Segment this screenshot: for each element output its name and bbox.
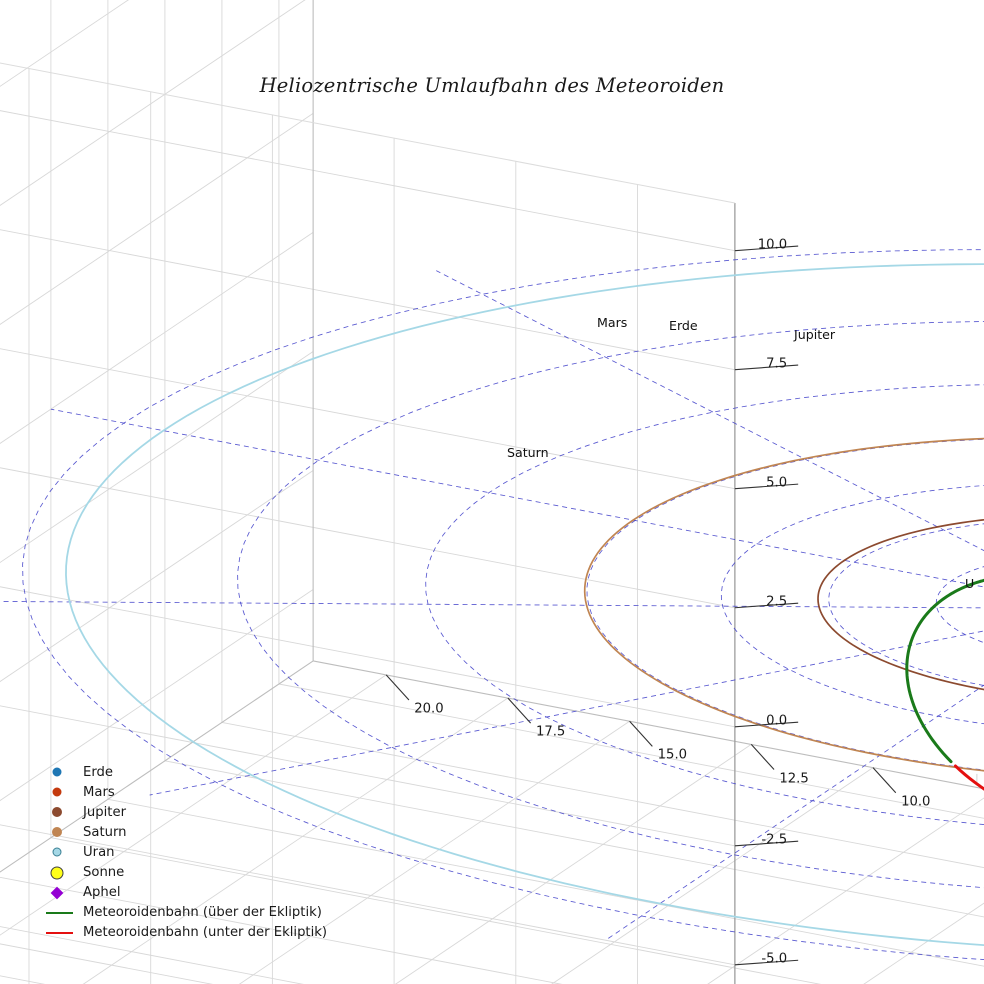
legend-marker-dot — [52, 767, 62, 777]
legend-key-circle — [45, 762, 81, 782]
meteoroid-below-ecliptic — [953, 764, 984, 791]
legend-key-circle — [45, 802, 81, 822]
legend-label: Sonne — [83, 865, 125, 881]
z-tick-2: 5.0 — [766, 475, 788, 491]
legend-key-circle — [45, 842, 81, 862]
y-tick-2: 10.0 — [901, 794, 931, 810]
label-erde: Erde — [669, 318, 698, 333]
legend-key-circle — [45, 822, 81, 842]
legend-key-circle — [45, 782, 81, 802]
legend-key-diamond — [45, 883, 81, 903]
page-title: Heliozentrische Umlaufbahn des Meteoroid… — [259, 74, 725, 97]
z-tick-3: 2.5 — [766, 594, 788, 610]
legend-label: Mars — [83, 784, 115, 800]
legend-marker-dot — [52, 787, 62, 797]
label-saturn: Saturn — [507, 445, 549, 460]
legend-item-aphel: Aphel — [45, 883, 345, 903]
label-jupiter: Jupiter — [794, 327, 836, 342]
legend-marker-diamond — [50, 886, 64, 899]
z-tick-0: 10.0 — [757, 237, 788, 253]
label-mars: Mars — [597, 315, 628, 330]
legend-label: Meteoroidenbahn (über der Ekliptik) — [83, 905, 322, 921]
legend-marker-dot — [52, 807, 62, 818]
legend-item-meteoroidenbahn-ber-der-ekliptik: Meteoroidenbahn (über der Ekliptik) — [45, 903, 345, 923]
legend-key-line — [45, 903, 81, 923]
legend-item-saturn: Saturn — [45, 822, 345, 842]
meteoroid-above-ecliptic — [905, 578, 984, 764]
legend-item-jupiter: Jupiter — [45, 802, 345, 822]
legend-label: Meteoroidenbahn (unter der Ekliptik) — [83, 925, 328, 941]
legend-marker-dot — [52, 827, 62, 838]
z-tick-4: 0.0 — [766, 713, 788, 729]
orbit-uran — [65, 263, 984, 947]
legend: Erde Mars Jupiter Saturn Uran Sonne Aphel Meteo… — [45, 762, 345, 943]
legend-key-line — [45, 923, 81, 943]
meteoroid-projection-lines — [976, 773, 978, 784]
legend-item-uran: Uran — [45, 842, 345, 862]
y-tick-6: 20.0 — [414, 701, 444, 717]
z-tick-6: -5.0 — [761, 951, 788, 967]
orbit-jupiter — [817, 518, 984, 691]
z-tick-5: -2.5 — [761, 832, 788, 848]
legend-label: Aphel — [83, 885, 121, 901]
z-tick-1: 7.5 — [766, 356, 788, 372]
y-tick-5: 17.5 — [535, 724, 566, 740]
label-uran: U — [965, 576, 975, 591]
legend-label: Uran — [83, 844, 115, 860]
orbit-saturn — [583, 437, 984, 772]
legend-marker-dot — [52, 847, 62, 857]
legend-marker-line — [46, 911, 73, 914]
legend-item-mars: Mars — [45, 782, 345, 802]
legend-marker-dot — [50, 866, 64, 880]
legend-label: Jupiter — [83, 804, 126, 820]
legend-marker-line — [46, 931, 73, 934]
tick-marks — [385, 245, 897, 966]
meteoroid-orbit — [905, 578, 984, 791]
y-tick-4: 15.0 — [657, 747, 688, 763]
planet-orbits — [65, 263, 984, 947]
legend-item-meteoroidenbahn-unter-der-ekliptik: Meteoroidenbahn (unter der Ekliptik) — [45, 923, 345, 943]
legend-item-sonne: Sonne — [45, 862, 345, 882]
y-tick-3: 12.5 — [779, 771, 809, 787]
legend-key-circle — [45, 863, 81, 883]
legend-item-erde: Erde — [45, 762, 345, 782]
legend-label: Saturn — [83, 824, 127, 840]
legend-label: Erde — [83, 764, 114, 780]
